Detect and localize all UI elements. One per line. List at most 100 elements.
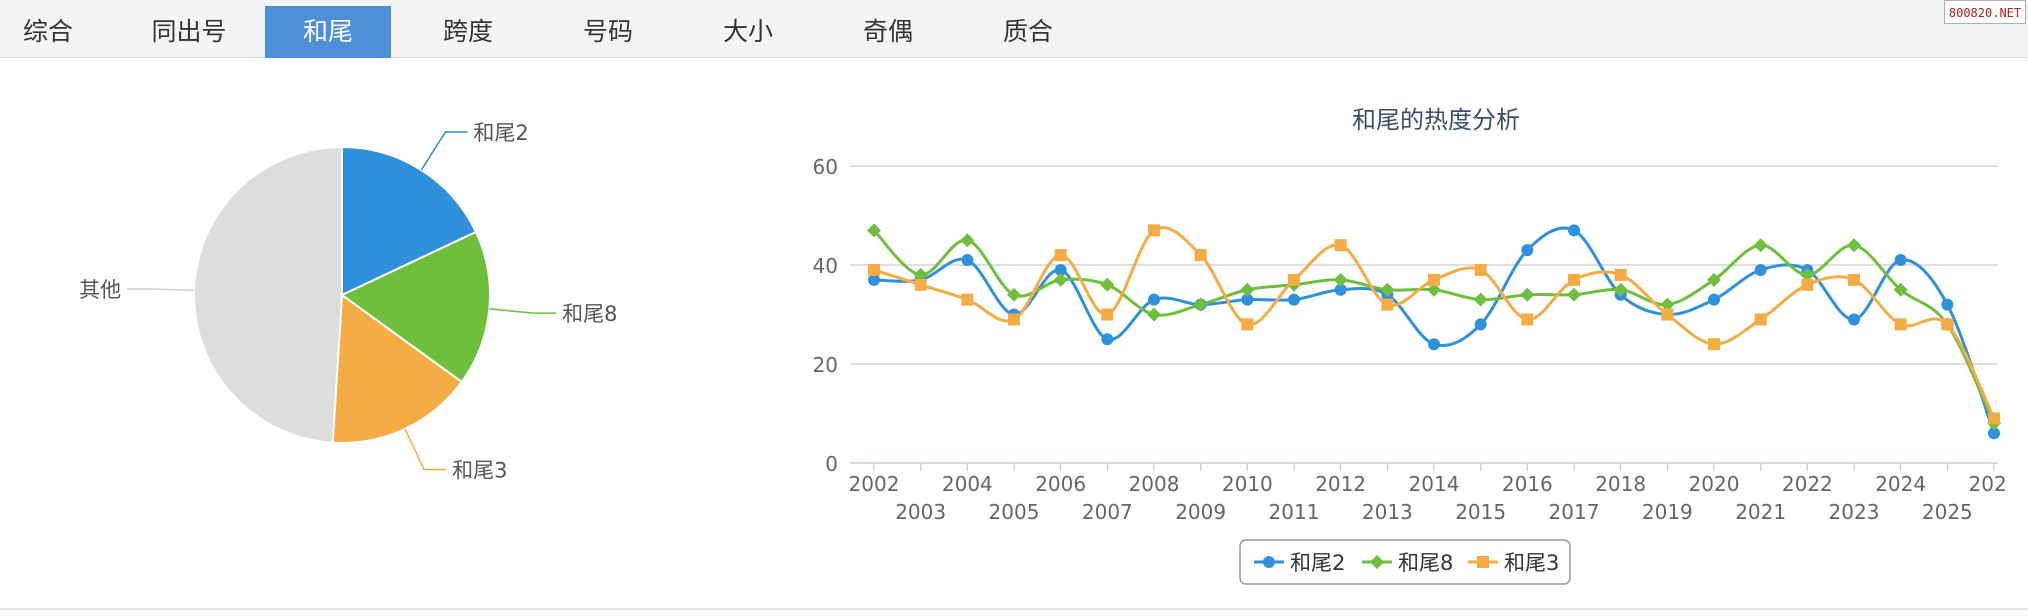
pie-chart: 和尾2 和尾8 和尾3 其他 [79, 121, 617, 483]
pie-slice [340, 230, 491, 384]
tab-sum-tail[interactable]: 和尾 [265, 6, 391, 58]
pie-label: 其他 [79, 278, 121, 302]
x-tick-label: 2022 [1782, 472, 1833, 496]
data-point [1053, 272, 1068, 287]
tab-overview[interactable]: 综合 [22, 17, 73, 46]
pie-label: 和尾3 [452, 459, 507, 483]
series-line [872, 229, 1996, 425]
legend-label: 和尾8 [1398, 551, 1453, 575]
x-tick-label: 2026 [1969, 472, 2008, 496]
pie-connector [489, 308, 557, 314]
x-tick-label: 2004 [942, 472, 993, 496]
x-tick-label: 2008 [1129, 472, 1180, 496]
x-tick-label: 2016 [1502, 472, 1553, 496]
data-point [1520, 287, 1535, 302]
data-point [1147, 307, 1161, 322]
data-point [867, 223, 881, 238]
data-point [961, 293, 974, 306]
tab-same-numbers[interactable]: 同出号 [151, 17, 227, 46]
tab-numbers[interactable]: 号码 [582, 17, 633, 46]
data-point [1894, 318, 1907, 331]
x-tick-label: 2017 [1549, 500, 1600, 524]
x-tick-label: 2023 [1829, 500, 1880, 524]
x-tick-label: 2003 [895, 500, 946, 524]
data-point [1370, 555, 1384, 569]
data-point [1428, 338, 1440, 351]
data-point [1708, 293, 1720, 306]
data-point [1333, 272, 1348, 287]
series-line [873, 226, 1996, 420]
data-point [1474, 318, 1487, 331]
data-point [1100, 277, 1115, 292]
pie-connector [404, 428, 447, 471]
data-point [1661, 308, 1674, 321]
legend-label: 和尾2 [1290, 551, 1345, 575]
tab-bar: 综合 同出号 和尾 跨度 号码 大小 奇偶 质合 [0, 0, 2028, 58]
data-point [1380, 282, 1395, 297]
data-point [1941, 298, 1954, 311]
data-point [1614, 268, 1627, 281]
data-point [1241, 293, 1254, 306]
data-point [1101, 333, 1114, 346]
data-point [1194, 249, 1207, 262]
y-tick-label: 20 [813, 353, 838, 377]
x-tick-label: 2005 [989, 500, 1040, 524]
legend-label: 和尾3 [1504, 551, 1559, 575]
data-point [1754, 263, 1767, 276]
data-point [1288, 293, 1300, 306]
x-tick-label: 2018 [1595, 472, 1646, 496]
tab-size[interactable]: 大小 [722, 17, 773, 46]
data-point [1381, 298, 1394, 311]
data-point [1473, 292, 1488, 307]
data-point [913, 267, 928, 282]
data-point [1263, 556, 1275, 568]
data-point [1707, 272, 1721, 287]
data-point [1893, 282, 1908, 297]
data-point [1848, 313, 1860, 326]
x-tick-label: 2025 [1922, 500, 1973, 524]
x-tick-label: 2013 [1362, 500, 1413, 524]
data-point [1521, 244, 1534, 257]
x-tick-label: 2011 [1269, 500, 1320, 524]
tab-prime-composite[interactable]: 质合 [1002, 17, 1053, 46]
data-point [1660, 297, 1675, 312]
data-point [914, 278, 927, 291]
data-point [1801, 278, 1814, 291]
data-point [961, 254, 974, 267]
data-point [1988, 427, 2000, 440]
x-tick-label: 2002 [849, 472, 900, 496]
data-point [1101, 308, 1114, 321]
data-point [1568, 224, 1580, 237]
x-tick-label: 2010 [1222, 472, 1273, 496]
x-tick-label: 2006 [1035, 472, 1086, 496]
pie-connector [420, 131, 468, 171]
pie-slice [193, 145, 343, 444]
tab-odd-even[interactable]: 奇偶 [862, 17, 913, 46]
tab-span[interactable]: 跨度 [442, 17, 493, 46]
data-point [1334, 239, 1347, 252]
data-point [1567, 287, 1581, 302]
data-point [1800, 267, 1815, 282]
pie-slice [341, 145, 478, 297]
data-point [1474, 263, 1487, 276]
y-tick-label: 0 [825, 452, 838, 476]
x-tick-label: 2020 [1689, 472, 1740, 496]
data-point [1148, 224, 1160, 237]
line-chart: 和尾的热度分析 0 20 40 60 2002 2003 2004 2005 2006 2007 20… [813, 106, 2008, 585]
x-tick-label: 2007 [1082, 500, 1133, 524]
x-tick-label: 2021 [1735, 500, 1786, 524]
data-point [1613, 282, 1628, 297]
data-point [1521, 313, 1534, 326]
y-tick-label: 40 [813, 254, 838, 278]
pie-label: 和尾8 [562, 302, 617, 326]
data-point [1941, 318, 1954, 331]
data-point [1428, 273, 1440, 286]
x-tick-label: 2009 [1175, 500, 1226, 524]
pie-slice [331, 293, 464, 444]
data-point [1754, 313, 1767, 326]
data-point [1894, 254, 1907, 267]
data-point [1477, 556, 1489, 568]
data-point [1240, 282, 1255, 297]
data-point [1568, 273, 1580, 286]
data-point [1847, 238, 1861, 253]
